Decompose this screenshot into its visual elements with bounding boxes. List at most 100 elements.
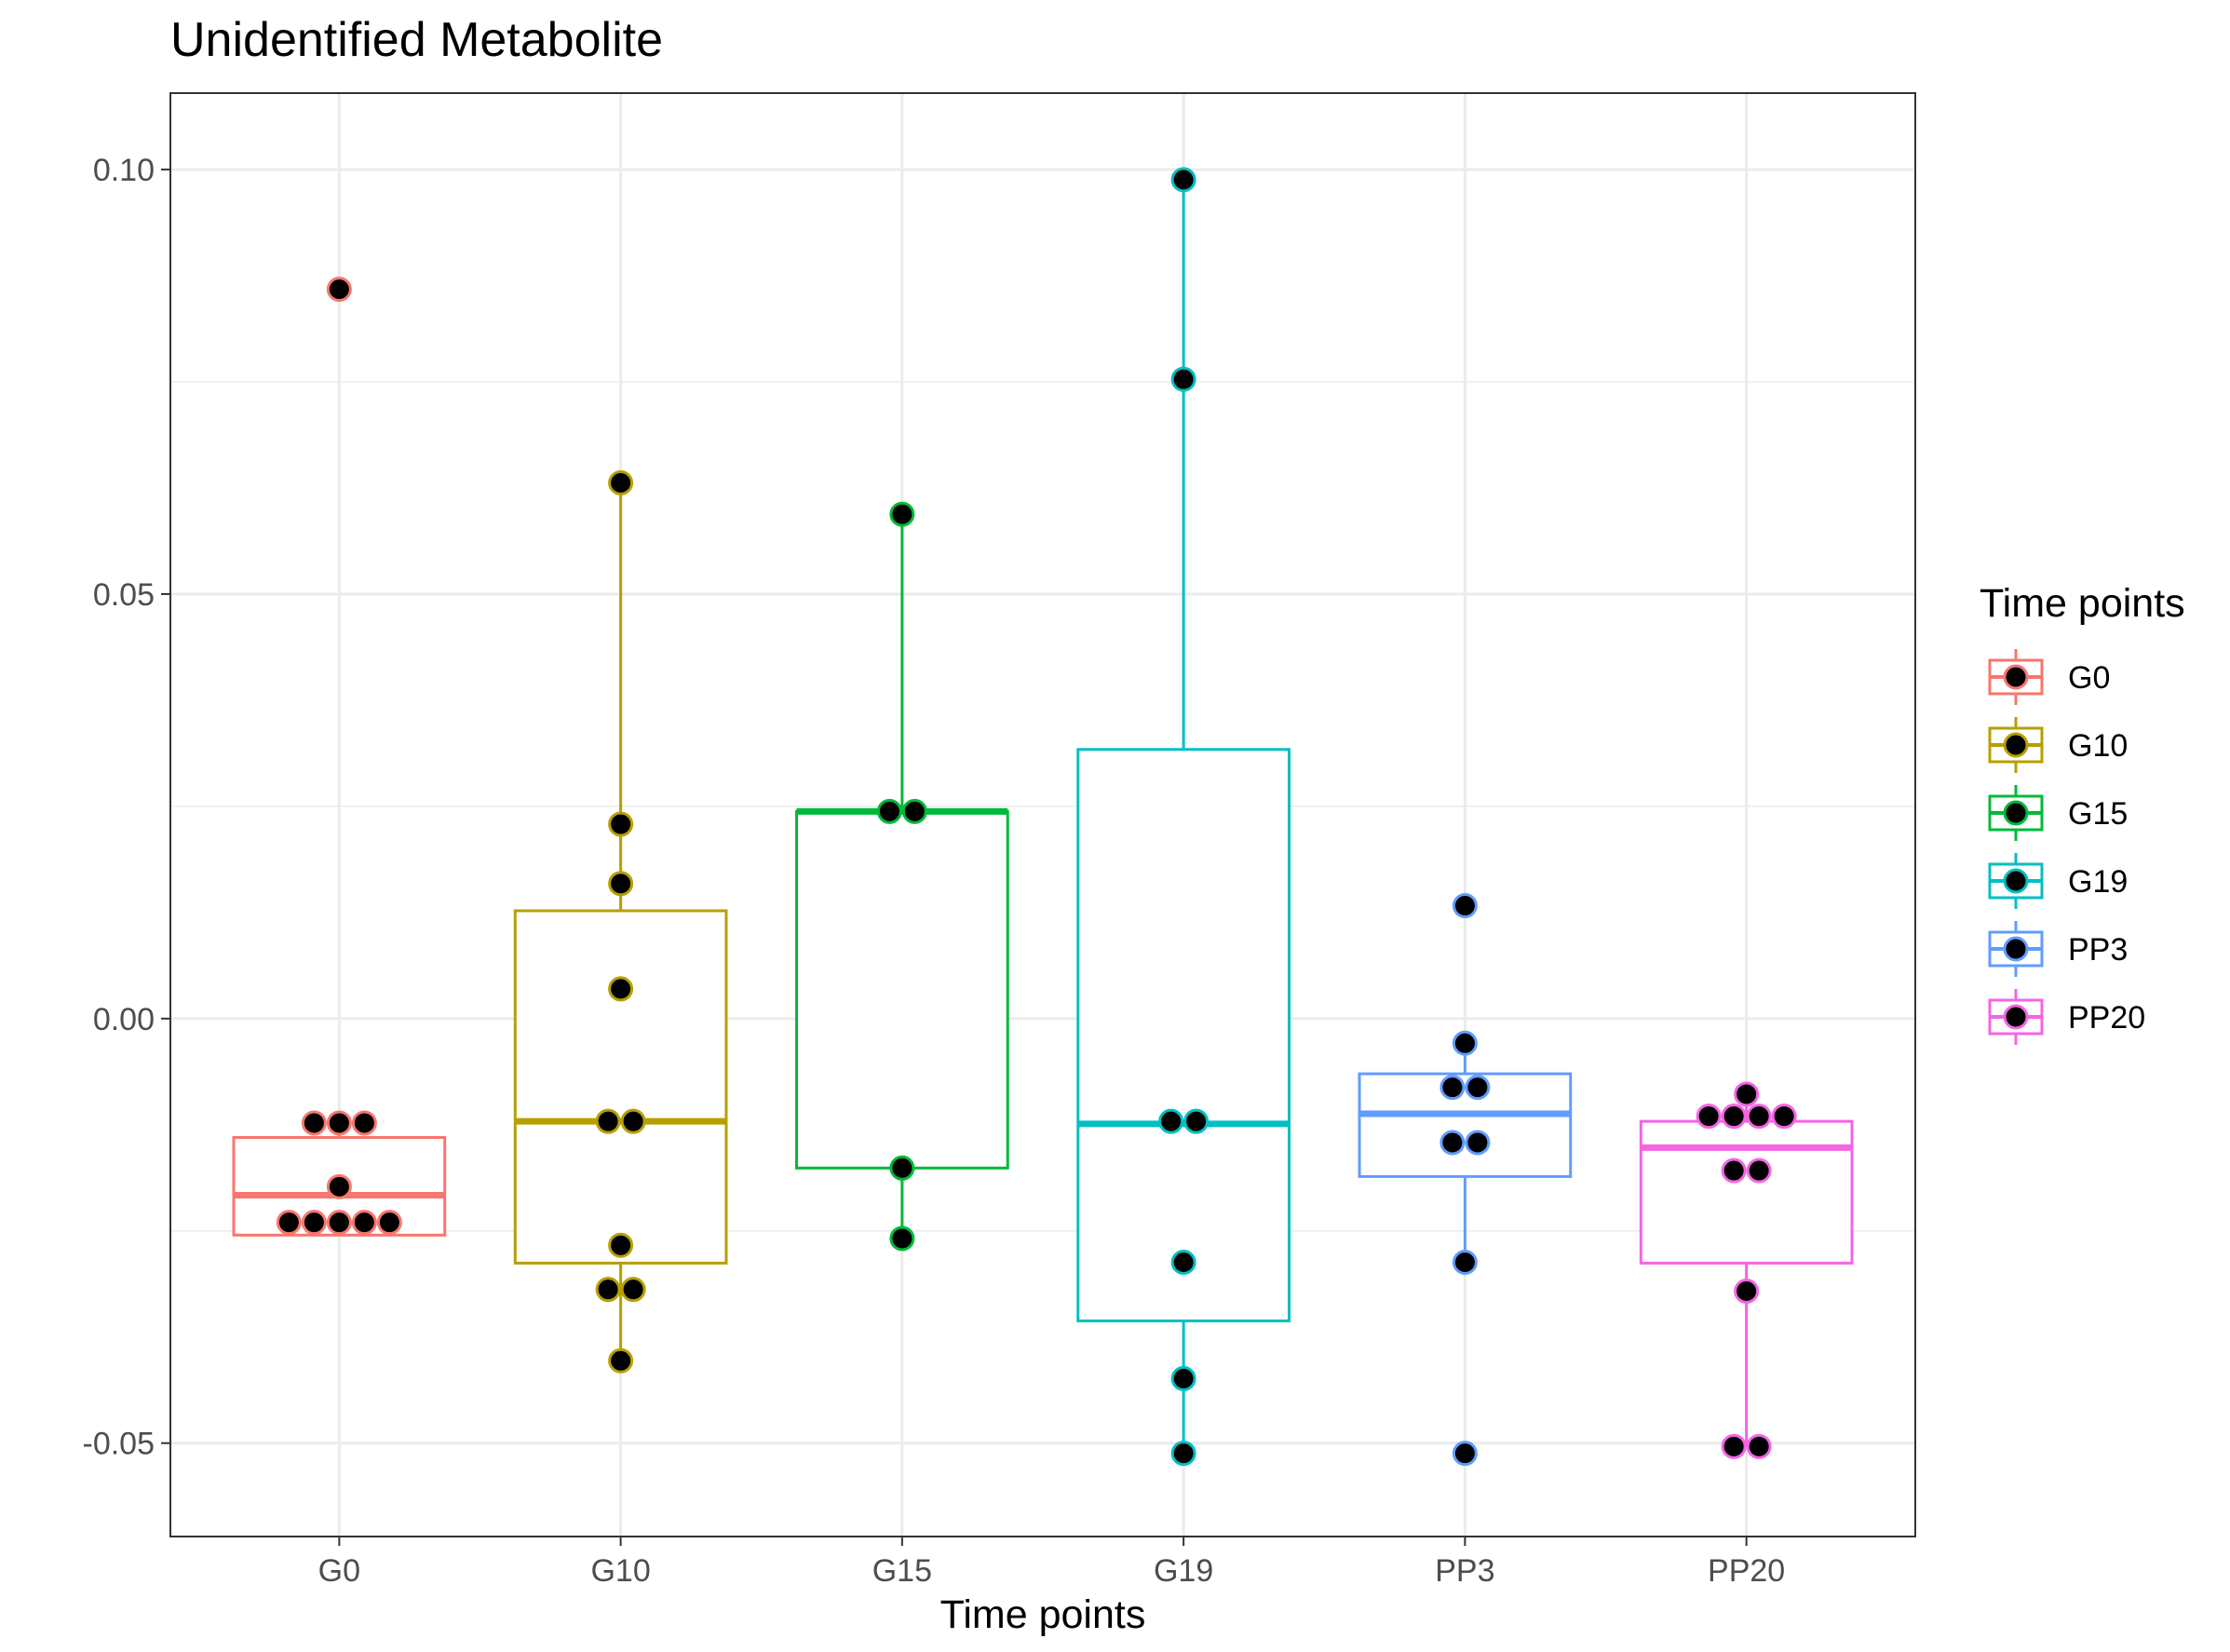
data-point-g0 <box>326 1173 352 1199</box>
legend-key-pp3: PP3 <box>1988 921 2128 977</box>
y-axis: -0.05 0.00 0.05 0.10 <box>83 153 170 1462</box>
box-g10 <box>513 482 728 1361</box>
chart-title: Unidentified Metabolite <box>170 13 663 67</box>
data-point-g10 <box>620 1277 646 1303</box>
data-point-g15 <box>889 501 915 527</box>
legend-key-point <box>2003 936 2029 962</box>
data-point-g0 <box>376 1210 402 1236</box>
data-point-g10 <box>608 1232 634 1258</box>
y-tick-label: 0.00 <box>93 1002 155 1037</box>
data-point-g10 <box>608 871 634 897</box>
data-point-pp3 <box>1439 1130 1466 1156</box>
data-point-pp3 <box>1439 1075 1466 1101</box>
legend-key-point <box>2003 664 2029 690</box>
boxplot-boxes <box>232 180 1854 1454</box>
data-point-g15 <box>901 798 927 824</box>
data-point-g19 <box>1170 1365 1196 1391</box>
data-point-g0 <box>326 1110 352 1136</box>
data-point-g10 <box>595 1277 621 1303</box>
data-point-pp20 <box>1721 1158 1747 1184</box>
data-point-pp20 <box>1746 1433 1772 1459</box>
legend-label: PP3 <box>2068 932 2128 968</box>
x-tick-label: G19 <box>1154 1553 1213 1589</box>
data-point-g19 <box>1170 1441 1196 1467</box>
data-point-g0 <box>326 1210 352 1236</box>
legend-label: G10 <box>2068 728 2128 764</box>
y-tick-label: -0.05 <box>83 1427 155 1462</box>
data-point-pp20 <box>1721 1433 1747 1459</box>
box-iqr <box>795 809 1009 1170</box>
x-tick-label: G0 <box>318 1553 360 1589</box>
data-point-g19 <box>1170 167 1196 193</box>
legend-label: G15 <box>2068 796 2128 832</box>
box-g19 <box>1076 180 1291 1454</box>
data-point-pp3 <box>1452 1030 1478 1056</box>
data-point-g0 <box>351 1110 377 1136</box>
data-point-g10 <box>608 976 634 1002</box>
box-iqr <box>1076 748 1291 1322</box>
box-iqr <box>1639 1119 1854 1265</box>
data-point-pp3 <box>1465 1075 1491 1101</box>
legend-key-point <box>2003 868 2029 894</box>
data-point-g10 <box>608 470 634 495</box>
data-point-pp20 <box>1734 1279 1760 1304</box>
x-tick-label: G10 <box>590 1553 650 1589</box>
legend-label: G19 <box>2068 864 2128 900</box>
legend-key-point <box>2003 800 2029 826</box>
legend-key-g10: G10 <box>1988 717 2128 773</box>
data-point-g10 <box>608 1347 634 1374</box>
box-pp3 <box>1358 1043 1573 1263</box>
data-point-pp3 <box>1452 893 1478 919</box>
y-tick-label: 0.10 <box>93 153 155 188</box>
data-points <box>276 167 1797 1467</box>
plot-panel-border <box>169 92 1916 1537</box>
data-point-pp3 <box>1465 1130 1491 1156</box>
data-point-g0 <box>301 1110 327 1136</box>
legend-key-pp20: PP20 <box>1988 989 2145 1045</box>
data-point-g0 <box>276 1210 302 1236</box>
data-point-pp20 <box>1696 1104 1722 1130</box>
x-axis-title: Time points <box>940 1592 1146 1637</box>
box-iqr <box>1358 1072 1573 1178</box>
data-point-pp20 <box>1746 1158 1772 1184</box>
data-point-g19 <box>1170 1250 1196 1275</box>
box-iqr <box>513 909 728 1265</box>
data-point-g10 <box>595 1108 621 1134</box>
data-point-g10 <box>608 811 634 837</box>
x-axis: G0 G10 G15 G19 PP3 PP20 <box>318 1537 1785 1589</box>
data-point-g10 <box>620 1108 646 1134</box>
data-point-pp20 <box>1771 1104 1797 1130</box>
legend-label: G0 <box>2068 660 2110 696</box>
data-point-pp3 <box>1452 1250 1478 1275</box>
legend-key-g15: G15 <box>1988 785 2128 841</box>
x-tick-label: PP3 <box>1435 1553 1494 1589</box>
box-g15 <box>795 514 1009 1239</box>
x-tick-label: G15 <box>872 1553 932 1589</box>
data-point-pp20 <box>1721 1104 1747 1130</box>
data-point-g19 <box>1170 366 1196 392</box>
data-point-g15 <box>889 1225 915 1252</box>
data-point-g0 <box>301 1210 327 1236</box>
legend-key-point <box>2003 732 2029 758</box>
minor-gridlines <box>170 381 1915 1232</box>
legend-title: Time points <box>1980 581 2185 626</box>
data-point-g19 <box>1158 1108 1184 1134</box>
legend-label: PP20 <box>2068 1000 2145 1036</box>
major-gridlines <box>170 93 1915 1537</box>
x-tick-label: PP20 <box>1708 1553 1785 1589</box>
data-point-pp20 <box>1734 1081 1760 1107</box>
data-point-g0 <box>351 1210 377 1236</box>
legend: Time points G0 G10 G15 G19 PP3 PP20 <box>1980 581 2185 1045</box>
legend-key-g19: G19 <box>1988 853 2128 909</box>
data-point-pp3 <box>1452 1441 1478 1467</box>
legend-key-point <box>2003 1004 2029 1030</box>
data-point-g0 <box>326 277 352 303</box>
data-point-g15 <box>876 798 902 824</box>
y-tick-label: 0.05 <box>93 577 155 613</box>
box-pp20 <box>1639 1093 1854 1447</box>
data-point-g19 <box>1183 1108 1210 1134</box>
data-point-g15 <box>889 1155 915 1181</box>
data-point-pp20 <box>1746 1104 1772 1130</box>
legend-key-g0: G0 <box>1988 649 2110 705</box>
